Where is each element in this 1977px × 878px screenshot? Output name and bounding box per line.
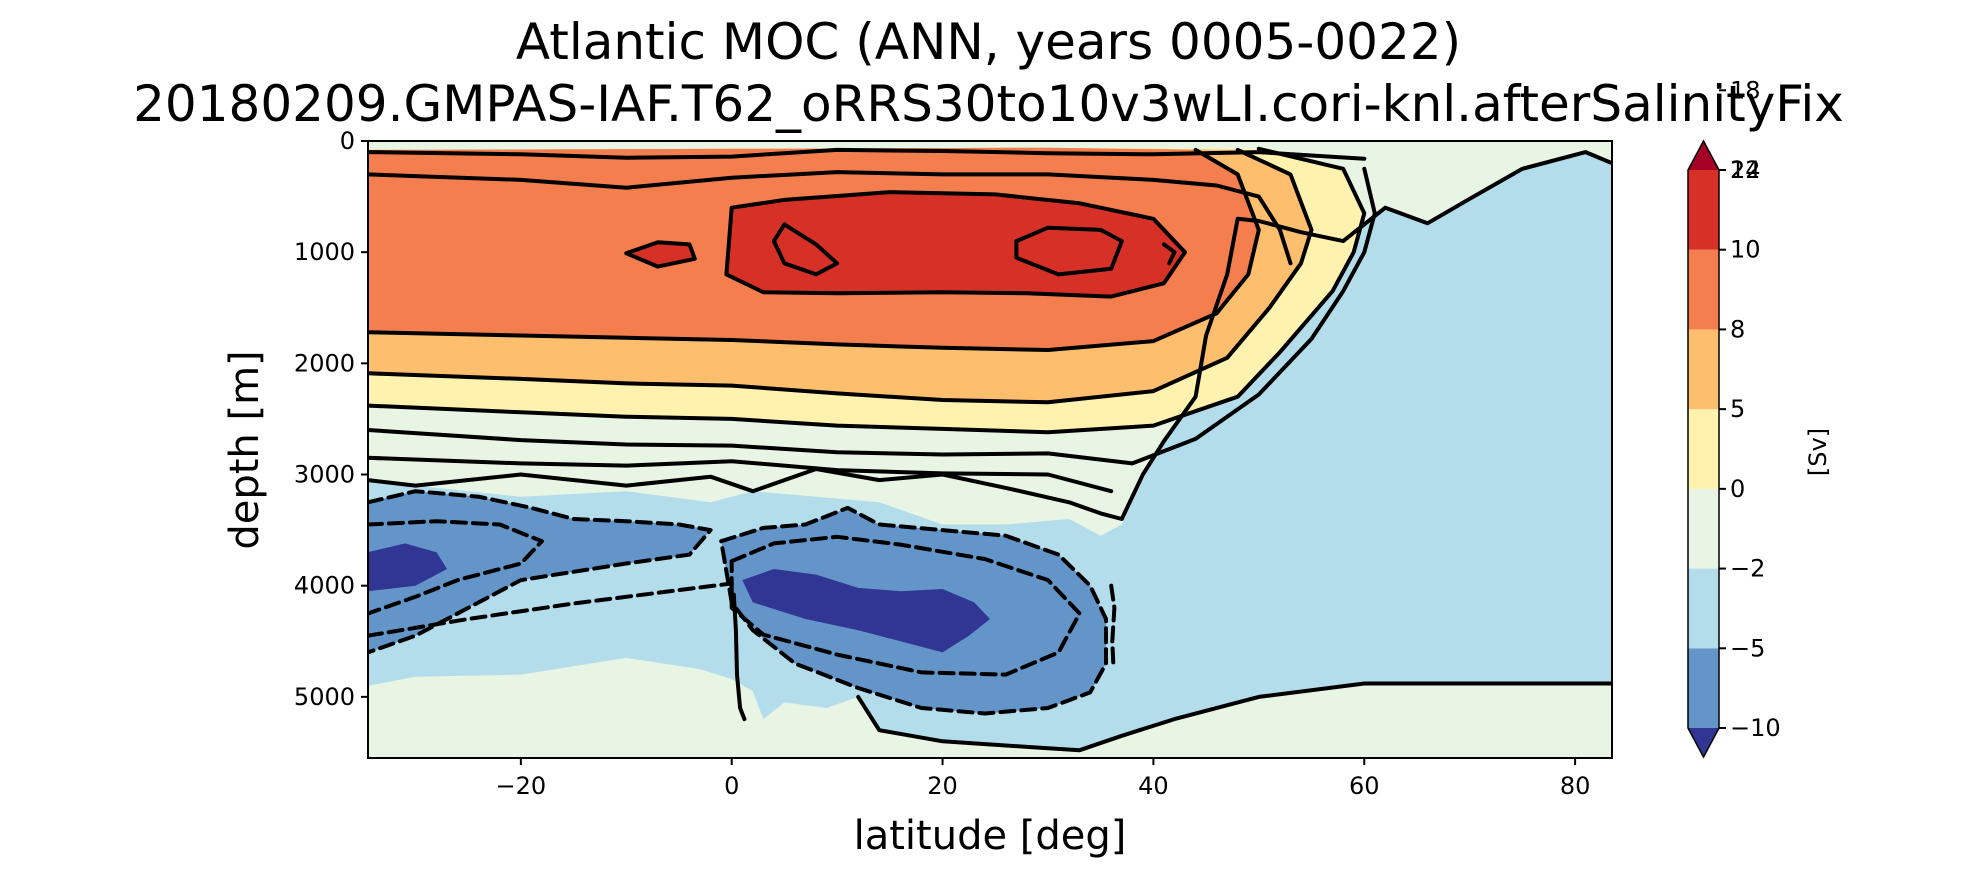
contour-line bbox=[771, 222, 840, 277]
contour-line bbox=[368, 519, 544, 616]
colorbar-tick-label: 0 bbox=[1730, 475, 1745, 503]
colorbar-bin bbox=[1688, 170, 1719, 250]
contour-region-strong-negative-central bbox=[742, 569, 990, 653]
contour-line bbox=[719, 505, 1108, 716]
y-tick-label: 1000 bbox=[294, 238, 355, 266]
y-axis: 0 1000 2000 3000 4000 5000 bbox=[294, 127, 368, 711]
contour-line bbox=[368, 147, 1261, 352]
contour-region-overturning-14-18 bbox=[726, 192, 1185, 297]
colorbar-bin bbox=[1688, 329, 1719, 410]
contour-line bbox=[368, 150, 1612, 521]
contour-line bbox=[368, 455, 1114, 494]
x-axis: −20 0 20 40 60 80 bbox=[496, 758, 1591, 800]
x-tick-label: 40 bbox=[1138, 772, 1169, 800]
y-tick-label: 0 bbox=[340, 127, 355, 155]
y-tick-label: 2000 bbox=[294, 349, 355, 377]
contour-fill-layer bbox=[368, 141, 1612, 758]
chart-subtitle: 20180209.GMPAS-IAF.T62_oRRS30to10v3wLI.c… bbox=[133, 75, 1844, 133]
colorbar-tick-label: −5 bbox=[1730, 634, 1765, 662]
contour-line bbox=[1109, 583, 1117, 666]
y-tick-label: 4000 bbox=[294, 572, 355, 600]
y-axis-label: depth [m] bbox=[222, 350, 268, 549]
colorbar-bin bbox=[1688, 568, 1719, 649]
x-tick-label: 60 bbox=[1349, 772, 1380, 800]
colorbar-tick-label: 18 bbox=[1730, 76, 1761, 104]
colorbar-bin bbox=[1688, 249, 1719, 330]
contour-line bbox=[368, 489, 713, 655]
y-tick-label: 3000 bbox=[294, 461, 355, 489]
colorbar-extend-max bbox=[1688, 141, 1719, 170]
contour-region-strong-negative-south bbox=[368, 543, 448, 592]
x-tick-label: −20 bbox=[496, 772, 547, 800]
contour-line bbox=[729, 534, 1082, 677]
colorbar-bin bbox=[1688, 488, 1719, 569]
x-tick-label: 80 bbox=[1560, 772, 1591, 800]
contour-line bbox=[724, 190, 1187, 299]
colorbar-tick-label: 8 bbox=[1730, 315, 1745, 343]
contour-line bbox=[368, 170, 1293, 266]
colorbar-bin bbox=[1688, 409, 1719, 489]
colorbar-tick-label: 5 bbox=[1730, 395, 1745, 423]
contour-line bbox=[1161, 242, 1177, 266]
y-tick-label: 5000 bbox=[294, 683, 355, 711]
contour-line bbox=[368, 166, 1377, 466]
x-tick-label: 0 bbox=[724, 772, 739, 800]
colorbar-tick-label: 14 bbox=[1730, 156, 1761, 184]
contour-line bbox=[368, 147, 1314, 405]
contour-line bbox=[368, 146, 1367, 435]
contour-line bbox=[856, 681, 1612, 753]
colorbar-tick-label: −2 bbox=[1730, 555, 1765, 583]
chart-title: Atlantic MOC (ANN, years 0005-0022) bbox=[515, 13, 1462, 71]
contour-line-layer bbox=[368, 146, 1612, 753]
colorbar-label: [Sv] bbox=[1804, 428, 1832, 476]
contour-line bbox=[1014, 225, 1124, 277]
colorbar-extend-min bbox=[1688, 728, 1719, 757]
contour-line bbox=[368, 147, 1367, 161]
x-tick-label: 20 bbox=[927, 772, 958, 800]
contour-region-negative-cell-south bbox=[368, 491, 711, 653]
contour-line bbox=[624, 240, 697, 269]
plot-frame bbox=[367, 140, 1613, 759]
colorbar-tick-label: 22 bbox=[1730, 156, 1761, 184]
colorbar: −10 −5 −2 0 5 8 10 14 18 22 bbox=[1687, 76, 1781, 759]
colorbar-tick-label: −10 bbox=[1730, 714, 1781, 742]
x-axis-label: latitude [deg] bbox=[854, 813, 1127, 859]
contour-line bbox=[368, 581, 734, 638]
colorbar-tick-label: 10 bbox=[1730, 236, 1761, 264]
contour-line bbox=[731, 592, 747, 722]
colorbar-bin bbox=[1688, 648, 1719, 728]
